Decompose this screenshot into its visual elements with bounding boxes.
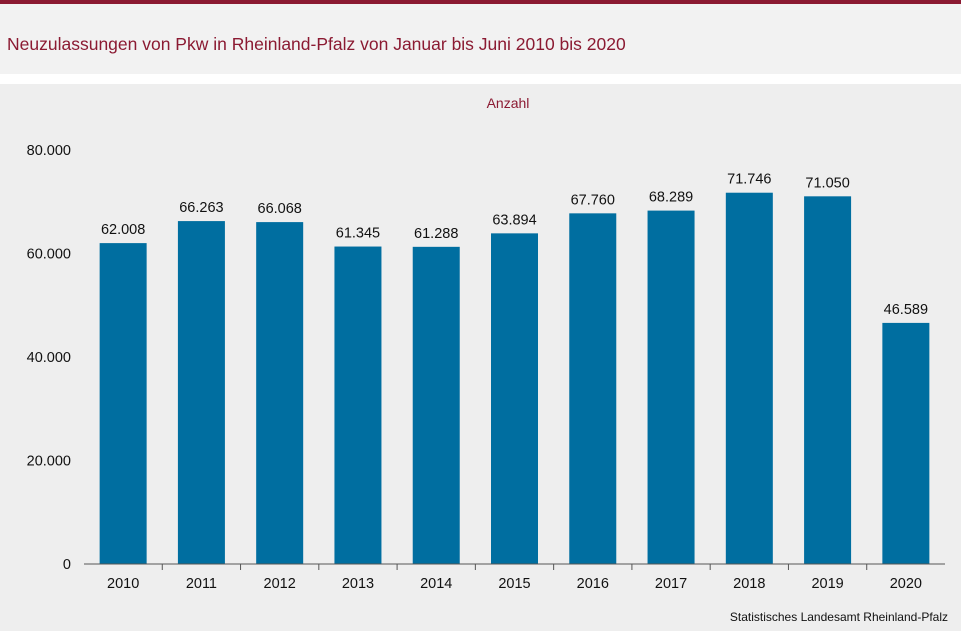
data-label-2018: 71.746 (727, 172, 771, 188)
data-label-2014: 61.288 (414, 226, 458, 242)
chart-panel (0, 84, 961, 631)
data-label-2011: 66.263 (179, 200, 223, 216)
bar-2014 (412, 246, 460, 564)
y-tick-label: 0 (63, 557, 71, 573)
bar-2016 (569, 213, 617, 564)
top-accent-rule (0, 0, 961, 4)
x-tick-label-2019: 2019 (811, 576, 843, 592)
data-label-2013: 61.345 (336, 226, 380, 242)
bar-2020 (882, 322, 930, 564)
header-separator (0, 74, 961, 84)
bar-2010 (99, 243, 147, 565)
data-label-2012: 66.068 (258, 201, 302, 217)
x-tick-label-2012: 2012 (264, 576, 296, 592)
y-tick-label: 40.000 (27, 350, 71, 366)
data-label-2020: 46.589 (884, 302, 928, 318)
x-tick-label-2014: 2014 (420, 576, 452, 592)
bar-2019 (804, 196, 852, 564)
bar-2018 (725, 192, 773, 564)
bar-2015 (491, 233, 538, 564)
x-tick-label-2016: 2016 (577, 576, 609, 592)
source-credit: Statistisches Landesamt Rheinland-Pfalz (729, 610, 948, 624)
y-axis-label: Anzahl (487, 95, 530, 111)
bar-2013 (334, 246, 382, 565)
y-tick-label: 60.000 (27, 247, 71, 263)
x-tick-label-2011: 2011 (186, 576, 217, 592)
data-label-2017: 68.289 (649, 190, 693, 206)
data-label-2015: 63.894 (492, 212, 536, 228)
x-tick-label-2020: 2020 (890, 576, 922, 592)
page-title: Neuzulassungen von Pkw in Rheinland-Pfal… (7, 34, 626, 54)
bar-2017 (647, 210, 695, 564)
data-label-2019: 71.050 (805, 175, 849, 191)
x-tick-label-2013: 2013 (342, 576, 374, 592)
x-tick-label-2010: 2010 (107, 576, 139, 592)
y-tick-label: 20.000 (27, 454, 71, 470)
x-tick-label-2017: 2017 (655, 576, 687, 592)
bar-2012 (256, 222, 304, 564)
header: Neuzulassungen von Pkw in Rheinland-Pfal… (0, 4, 961, 74)
y-tick-label: 80.000 (27, 143, 71, 159)
x-tick-label-2018: 2018 (733, 576, 765, 592)
data-label-2010: 62.008 (101, 222, 145, 238)
bar-2011 (177, 221, 225, 564)
data-label-2016: 67.760 (571, 192, 615, 208)
x-tick-label-2015: 2015 (498, 576, 530, 592)
